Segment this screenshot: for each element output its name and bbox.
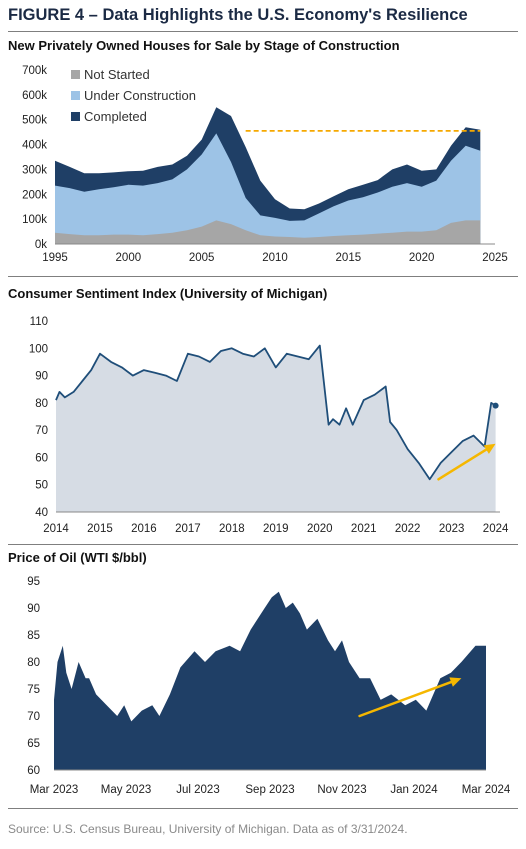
housing-legend-swatch — [71, 112, 80, 121]
housing-x-tick: 1995 — [42, 252, 68, 264]
oil-y-tick: 70 — [27, 711, 40, 723]
oil-y-tick: 95 — [27, 576, 40, 588]
panel-divider-2 — [8, 544, 518, 545]
sentiment-x-tick: 2022 — [395, 523, 421, 535]
housing-legend-swatch — [71, 70, 80, 79]
oil-y-tick: 60 — [27, 765, 40, 777]
sentiment-x-tick: 2024 — [483, 523, 509, 535]
oil-trend-arrow-shaft — [358, 680, 453, 718]
sentiment-y-tick: 60 — [35, 452, 48, 464]
oil-x-tick: Jul 2023 — [176, 784, 219, 796]
housing-x-tick: 2000 — [116, 252, 142, 264]
sentiment-x-tick: 2017 — [175, 523, 201, 535]
sentiment-y-tick: 100 — [29, 343, 48, 355]
sentiment-y-tick: 40 — [35, 507, 48, 519]
sentiment-trend-arrow-head — [483, 443, 496, 454]
housing-legend-label: Under Construction — [84, 88, 196, 103]
oil-x-tick: Mar 2024 — [462, 784, 511, 796]
oil-y-tick: 65 — [27, 738, 40, 750]
sentiment-y-tick: 110 — [30, 316, 48, 328]
panel-divider-3 — [8, 808, 518, 809]
housing-legend-label: Completed — [84, 109, 147, 124]
oil-y-tick: 80 — [27, 657, 40, 669]
sentiment-x-tick: 2021 — [351, 523, 377, 535]
oil-trend-arrow-head — [449, 677, 462, 687]
sentiment-x-tick: 2018 — [219, 523, 245, 535]
title-divider — [8, 31, 518, 32]
oil-y-tick: 85 — [27, 630, 40, 642]
sentiment-chart: 40 50 60 70 80 90 100 110 2014 2015 2016 2017 2018 20… — [29, 316, 509, 535]
housing-y-tick: 0k — [35, 239, 47, 251]
sentiment-area — [56, 345, 496, 512]
sentiment-x-tick: 2019 — [263, 523, 289, 535]
oil-y-tick: 90 — [27, 603, 40, 615]
housing-x-tick: 2005 — [189, 252, 215, 264]
oil-x-tick: Sep 2023 — [245, 784, 294, 796]
housing-chart-title: New Privately Owned Houses for Sale by S… — [8, 38, 400, 53]
oil-chart: 60 65 70 75 80 85 90 95 Mar 2023 May 2023 Jul 2023… — [27, 576, 511, 796]
housing-legend-label: Not Started — [84, 67, 150, 82]
housing-series-not-started — [55, 220, 481, 244]
oil-chart-title: Price of Oil (WTI $/bbl) — [8, 550, 147, 565]
sentiment-y-tick: 80 — [35, 398, 48, 410]
panel-divider-1 — [8, 276, 518, 277]
housing-y-tick: 600k — [22, 90, 47, 102]
sentiment-chart-title: Consumer Sentiment Index (University of … — [8, 286, 328, 301]
sentiment-x-tick: 2015 — [87, 523, 113, 535]
housing-x-tick: 2010 — [262, 252, 288, 264]
sentiment-last-point — [492, 402, 499, 409]
housing-x-tick: 2025 — [482, 252, 508, 264]
housing-y-tick: 700k — [22, 65, 47, 77]
figure-title: FIGURE 4 – Data Highlights the U.S. Econ… — [8, 6, 468, 24]
sentiment-line — [55, 344, 497, 481]
sentiment-trend-arrow-shaft — [437, 448, 488, 481]
housing-y-tick: 300k — [22, 164, 47, 176]
housing-legend-swatch — [71, 91, 80, 100]
oil-y-tick: 75 — [27, 684, 40, 696]
source-note: Source: U.S. Census Bureau, University o… — [8, 822, 408, 836]
sentiment-y-tick: 50 — [35, 480, 48, 492]
housing-x-tick: 2020 — [409, 252, 435, 264]
oil-x-tick: Mar 2023 — [30, 784, 79, 796]
sentiment-x-tick: 2016 — [131, 523, 157, 535]
housing-y-tick: 100k — [22, 214, 47, 226]
housing-x-tick: 2015 — [336, 252, 362, 264]
housing-y-tick: 400k — [22, 140, 47, 152]
housing-series-under-construction — [55, 133, 481, 244]
sentiment-x-tick: 2020 — [307, 523, 333, 535]
sentiment-y-tick: 90 — [35, 371, 48, 383]
oil-x-tick: Jan 2024 — [390, 784, 438, 796]
housing-y-tick: 200k — [22, 189, 47, 201]
sentiment-x-tick: 2023 — [439, 523, 465, 535]
sentiment-y-tick: 70 — [35, 425, 48, 437]
housing-y-tick: 500k — [22, 115, 47, 127]
sentiment-x-tick: 2014 — [43, 523, 69, 535]
oil-x-tick: May 2023 — [101, 784, 152, 796]
oil-x-tick: Nov 2023 — [317, 784, 366, 796]
housing-chart: 0k 100k 200k 300k 400k 500k 600k 700k 1995 2000 20… — [22, 65, 508, 264]
oil-area — [54, 591, 486, 770]
